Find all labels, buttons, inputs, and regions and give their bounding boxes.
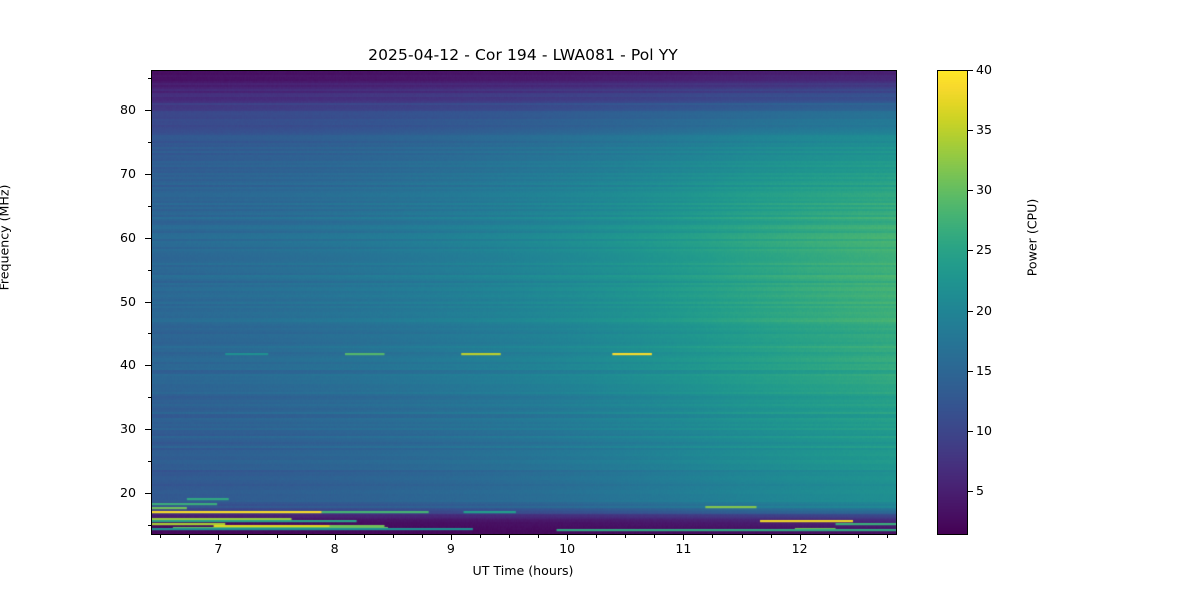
x-axis-minor-tick bbox=[392, 534, 394, 538]
x-axis-tick bbox=[683, 534, 685, 540]
y-axis-minor-tick bbox=[147, 269, 151, 271]
x-axis-minor-tick bbox=[276, 534, 278, 538]
x-axis-tick bbox=[450, 534, 452, 540]
x-axis-minor-tick bbox=[741, 534, 743, 538]
colorbar-tick-label: 25 bbox=[976, 242, 993, 258]
colorbar-tick-label: 30 bbox=[976, 182, 993, 198]
y-axis-tick-label: 20 bbox=[119, 485, 136, 501]
y-axis-tick-label: 40 bbox=[119, 357, 136, 373]
y-axis-label: Frequency (MHz) bbox=[0, 184, 12, 291]
x-axis-minor-tick bbox=[712, 534, 714, 538]
y-axis-minor-tick bbox=[147, 77, 151, 79]
colorbar-gradient bbox=[938, 71, 967, 534]
y-axis-tick-label: 80 bbox=[119, 101, 136, 117]
x-axis-minor-tick bbox=[305, 534, 307, 538]
y-axis-tick bbox=[145, 301, 151, 303]
colorbar-tick bbox=[967, 250, 973, 252]
x-axis-minor-tick bbox=[538, 534, 540, 538]
colorbar-tick-label: 40 bbox=[976, 62, 993, 77]
y-axis-minor-tick bbox=[147, 397, 151, 399]
colorbar-tick bbox=[967, 490, 973, 492]
colorbar-tick-label: 5 bbox=[976, 482, 985, 498]
y-axis-tick bbox=[145, 365, 151, 367]
y-axis-minor-tick bbox=[147, 333, 151, 335]
y-axis-minor-tick bbox=[147, 141, 151, 143]
y-axis-tick-label: 30 bbox=[119, 421, 136, 437]
x-axis-minor-tick bbox=[160, 534, 162, 538]
y-axis-tick-label: 50 bbox=[119, 293, 136, 309]
x-axis-tick-label: 9 bbox=[446, 541, 455, 556]
colorbar-tick-label: 20 bbox=[976, 302, 993, 318]
plot-title: 2025-04-12 - Cor 194 - LWA081 - Pol YY bbox=[368, 46, 678, 64]
colorbar-tick bbox=[967, 370, 973, 372]
colorbar-tick bbox=[967, 130, 973, 132]
x-axis-minor-tick bbox=[509, 534, 511, 538]
y-axis-tick-label: 60 bbox=[119, 229, 136, 245]
x-axis-tick-label: 12 bbox=[791, 541, 808, 556]
x-axis-minor-tick bbox=[247, 534, 249, 538]
y-axis-minor-tick bbox=[147, 205, 151, 207]
colorbar bbox=[937, 70, 968, 535]
x-axis-tick bbox=[799, 534, 801, 540]
x-axis-label: UT Time (hours) bbox=[472, 563, 574, 578]
x-axis-minor-tick bbox=[479, 534, 481, 538]
x-axis-tick-label: 11 bbox=[675, 541, 692, 556]
x-axis-minor-tick bbox=[625, 534, 627, 538]
colorbar-tick-label: 10 bbox=[976, 422, 993, 438]
colorbar-tick bbox=[967, 310, 973, 312]
x-axis-minor-tick bbox=[421, 534, 423, 538]
colorbar-label: Power (CPU) bbox=[1024, 198, 1040, 277]
y-axis-tick-label: 70 bbox=[119, 165, 136, 181]
x-axis-minor-tick bbox=[654, 534, 656, 538]
x-axis-minor-tick bbox=[828, 534, 830, 538]
y-axis-minor-tick bbox=[147, 525, 151, 527]
y-axis-minor-tick bbox=[147, 461, 151, 463]
x-axis-tick bbox=[567, 534, 569, 540]
x-axis-minor-tick bbox=[363, 534, 365, 538]
y-axis-tick bbox=[145, 173, 151, 175]
x-axis-tick-label: 7 bbox=[214, 541, 223, 556]
spectrogram-axes bbox=[151, 70, 897, 535]
y-axis-tick bbox=[145, 493, 151, 495]
x-axis-minor-tick bbox=[857, 534, 859, 538]
x-axis-minor-tick bbox=[770, 534, 772, 538]
x-axis-tick bbox=[334, 534, 336, 540]
colorbar-tick bbox=[967, 70, 973, 71]
colorbar-tick-label: 15 bbox=[976, 362, 993, 378]
x-axis-tick-label: 10 bbox=[559, 541, 576, 556]
x-axis-minor-tick bbox=[596, 534, 598, 538]
x-axis-tick bbox=[218, 534, 220, 540]
spectrogram-image bbox=[152, 71, 896, 534]
y-axis-tick bbox=[145, 429, 151, 431]
y-axis-tick bbox=[145, 109, 151, 111]
colorbar-tick bbox=[967, 190, 973, 192]
colorbar-tick-label: 35 bbox=[976, 122, 993, 138]
colorbar-tick bbox=[967, 430, 973, 432]
x-axis-minor-tick bbox=[886, 534, 888, 538]
x-axis-minor-tick bbox=[189, 534, 191, 538]
y-axis-tick bbox=[145, 237, 151, 239]
x-axis-tick-label: 8 bbox=[330, 541, 339, 556]
